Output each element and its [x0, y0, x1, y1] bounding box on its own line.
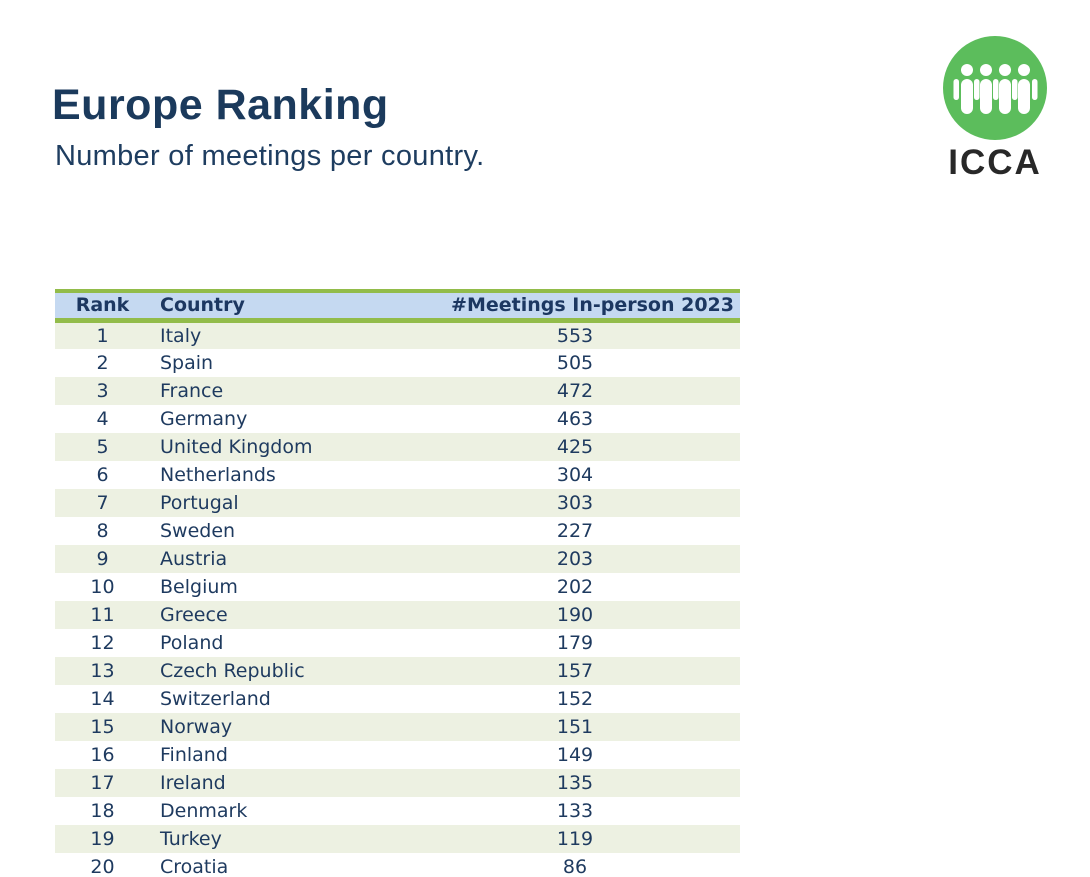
table-row: 8 Sweden 227 [55, 516, 740, 545]
table-row: 10 Belgium 202 [55, 572, 740, 601]
rank-cell: 7 [96, 491, 109, 514]
rank-cell: 15 [90, 715, 115, 738]
meetings-cell: 119 [556, 827, 594, 850]
country-cell: Austria [160, 547, 228, 570]
table-row: 3 France 472 [55, 376, 740, 405]
rank-cell: 11 [90, 603, 115, 626]
rank-cell: 2 [96, 351, 109, 374]
meetings-cell: 149 [556, 743, 594, 766]
meetings-cell: 202 [556, 575, 594, 598]
meetings-cell: 133 [556, 799, 594, 822]
table-row: 5 United Kingdom 425 [55, 432, 740, 461]
table-row: 11 Greece 190 [55, 600, 740, 629]
meetings-cell: 203 [556, 547, 594, 570]
country-cell: Ireland [160, 771, 226, 794]
country-cell: Czech Republic [160, 659, 305, 682]
people-group-icon [941, 36, 1049, 140]
rank-cell: 17 [90, 771, 115, 794]
meetings-cell: 190 [556, 603, 594, 626]
country-cell: Switzerland [160, 687, 271, 710]
table-row: 13 Czech Republic 157 [55, 656, 740, 685]
country-cell: Germany [160, 407, 248, 430]
country-cell: Greece [160, 603, 228, 626]
rank-cell: 20 [90, 855, 115, 877]
table-row: 7 Portugal 303 [55, 488, 740, 517]
meetings-cell: 157 [556, 659, 594, 682]
rank-cell: 16 [90, 743, 115, 766]
country-cell: Croatia [160, 855, 229, 877]
rank-cell: 14 [90, 687, 115, 710]
meetings-cell: 425 [556, 435, 594, 458]
country-cell: Turkey [160, 827, 222, 850]
meetings-cell: 472 [556, 379, 594, 402]
country-cell: Spain [160, 351, 214, 374]
table-row: 19 Turkey 119 [55, 824, 740, 853]
header-country: Country [150, 289, 410, 323]
header-rank: Rank [55, 289, 150, 323]
page-title: Europe Ranking [52, 81, 389, 129]
country-cell: Italy [160, 324, 202, 347]
table-row: 14 Switzerland 152 [55, 684, 740, 713]
rank-cell: 9 [96, 547, 109, 570]
rank-cell: 18 [90, 799, 115, 822]
rank-cell: 1 [96, 324, 109, 347]
rank-cell: 5 [96, 435, 109, 458]
meetings-cell: 303 [556, 491, 594, 514]
table-header-row: Rank Country #Meetings In-person 2023 [55, 289, 740, 323]
table-row: 6 Netherlands 304 [55, 460, 740, 489]
rank-cell: 10 [90, 575, 115, 598]
table-row: 18 Denmark 133 [55, 796, 740, 825]
table-row: 16 Finland 149 [55, 740, 740, 769]
rank-cell: 13 [90, 659, 115, 682]
table-row: 1 Italy 553 [55, 320, 740, 349]
ranking-table-body: 1 Italy 553 2 Spain 505 3 France 472 4 Germany 463 5… [55, 320, 740, 877]
rank-cell: 8 [96, 519, 109, 542]
header-meetings: #Meetings In-person 2023 [410, 289, 740, 323]
meetings-cell: 304 [556, 463, 594, 486]
rank-cell: 4 [96, 407, 109, 430]
meetings-cell: 463 [556, 407, 594, 430]
rank-cell: 12 [90, 631, 115, 654]
country-cell: France [160, 379, 224, 402]
country-cell: Norway [160, 715, 233, 738]
page-subtitle: Number of meetings per country. [55, 140, 485, 173]
rank-cell: 3 [96, 379, 109, 402]
table-row: 9 Austria 203 [55, 544, 740, 573]
meetings-cell: 553 [556, 324, 594, 347]
country-cell: Denmark [160, 799, 248, 822]
page-header: Europe Ranking Number of meetings per co… [52, 81, 485, 173]
country-cell: Poland [160, 631, 224, 654]
country-cell: Finland [160, 743, 228, 766]
table-row: 15 Norway 151 [55, 712, 740, 741]
meetings-cell: 152 [556, 687, 594, 710]
meetings-cell: 505 [556, 351, 594, 374]
ranking-table-container: Rank Country #Meetings In-person 2023 1 I… [55, 289, 740, 877]
table-row: 2 Spain 505 [55, 348, 740, 377]
meetings-cell: 86 [562, 855, 588, 877]
ranking-table: Rank Country #Meetings In-person 2023 1 I… [55, 289, 740, 877]
meetings-cell: 227 [556, 519, 594, 542]
logo-wordmark: ICCA [948, 143, 1042, 182]
rank-cell: 19 [90, 827, 115, 850]
rank-cell: 6 [96, 463, 109, 486]
table-row: 17 Ireland 135 [55, 768, 740, 797]
country-cell: Netherlands [160, 463, 276, 486]
country-cell: Belgium [160, 575, 238, 598]
table-row: 20 Croatia 86 [55, 852, 740, 877]
table-row: 12 Poland 179 [55, 628, 740, 657]
icca-logo: ICCA [941, 36, 1049, 183]
meetings-cell: 179 [556, 631, 594, 654]
meetings-cell: 151 [556, 715, 594, 738]
country-cell: United Kingdom [160, 435, 313, 458]
table-row: 4 Germany 463 [55, 404, 740, 433]
country-cell: Sweden [160, 519, 236, 542]
country-cell: Portugal [160, 491, 239, 514]
meetings-cell: 135 [556, 771, 594, 794]
